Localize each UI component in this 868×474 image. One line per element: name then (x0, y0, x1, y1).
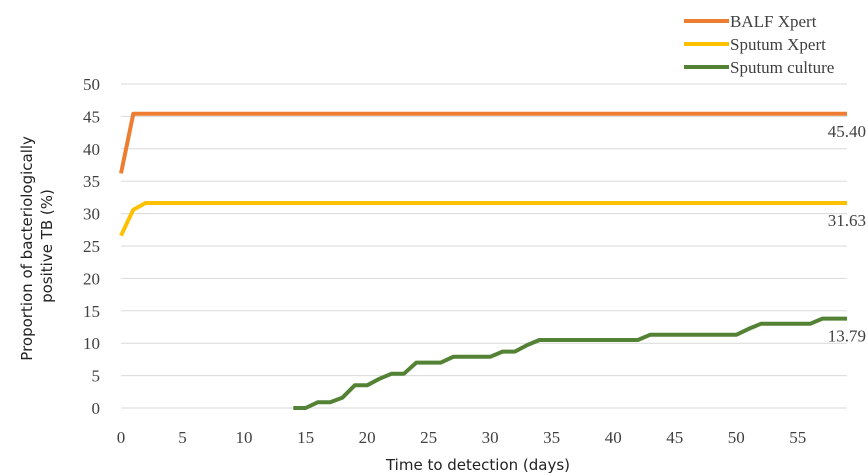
x-tick-label: 40 (605, 428, 622, 447)
y-tick-label: 5 (92, 367, 101, 386)
y-tick-label: 15 (83, 302, 100, 321)
y-tick-label: 40 (83, 140, 100, 159)
x-tick-label: 10 (236, 428, 253, 447)
y-axis-ticks: 0 5 10 15 20 25 30 35 40 45 50 (83, 75, 100, 418)
y-axis-title-line-1: Proportion of bacteriologically (18, 136, 36, 361)
end-label-sputum-culture: 13.79 (828, 327, 866, 346)
legend-label-sputum-xpert: Sputum Xpert (730, 35, 826, 54)
x-axis-title: Time to detection (days) (385, 456, 570, 474)
x-tick-label: 30 (482, 428, 499, 447)
x-tick-label: 5 (178, 428, 187, 447)
series-line-sputum-xpert (119, 201, 847, 237)
x-tick-label: 35 (543, 428, 560, 447)
gridlines (121, 83, 847, 377)
y-tick-label: 35 (83, 172, 100, 191)
y-tick-label: 0 (92, 399, 101, 418)
legend-label-balf-xpert: BALF Xpert (730, 12, 817, 31)
y-tick-label: 25 (83, 237, 100, 256)
series-line-sputum-culture (293, 316, 847, 410)
series-line-balf-xpert (119, 111, 847, 174)
y-tick-label: 30 (83, 205, 100, 224)
x-tick-label: 50 (728, 428, 745, 447)
y-tick-label: 50 (83, 75, 100, 94)
legend-label-sputum-culture: Sputum culture (730, 58, 834, 77)
y-axis-title-line-2: positive TB (%) (38, 189, 56, 303)
x-tick-label: 45 (666, 428, 683, 447)
x-tick-label: 0 (117, 428, 126, 447)
end-label-balf-xpert: 45.40 (828, 122, 866, 141)
x-axis-ticks: 0 5 10 15 20 25 30 35 40 45 50 55 (117, 428, 807, 447)
legend: BALF Xpert Sputum Xpert Sputum culture (684, 12, 834, 77)
y-tick-label: 10 (83, 334, 100, 353)
y-tick-label: 20 (83, 269, 100, 288)
x-tick-label: 15 (297, 428, 314, 447)
x-tick-label: 20 (359, 428, 376, 447)
x-tick-label: 55 (789, 428, 806, 447)
end-labels: 45.40 31.63 13.79 (828, 122, 866, 346)
end-label-sputum-xpert: 31.63 (828, 211, 866, 230)
y-axis-title: Proportion of bacteriologically positive… (18, 131, 56, 360)
y-tick-label: 45 (83, 107, 100, 126)
x-tick-label: 25 (420, 428, 437, 447)
series-lines (119, 111, 847, 410)
